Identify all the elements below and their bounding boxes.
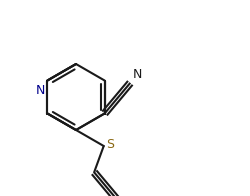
Text: N: N <box>132 68 142 81</box>
Text: N: N <box>36 83 46 96</box>
Text: S: S <box>106 139 114 152</box>
